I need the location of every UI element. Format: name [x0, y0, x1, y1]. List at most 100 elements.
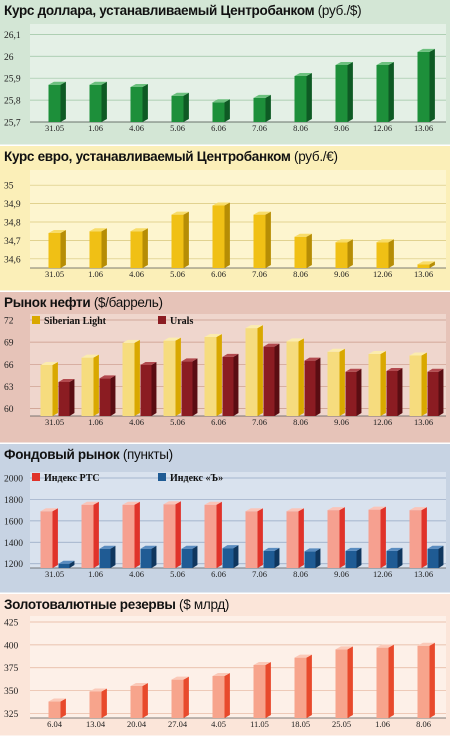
bar-series-1 — [163, 337, 181, 416]
y-tick-label: 34,6 — [4, 255, 21, 265]
bar-series-2 — [386, 547, 403, 568]
bar — [89, 81, 107, 122]
legend-swatch — [32, 473, 40, 481]
x-tick-label: 9.06 — [334, 269, 349, 279]
x-tick-label: 4.06 — [129, 269, 144, 279]
panel-eur-rate: 34,6 34,7 34,8 34,9 35 31.05 1.06 4.06 5.06 6.06 7… — [0, 146, 450, 292]
y-tick-label: 350 — [4, 687, 19, 697]
legend-swatch — [158, 473, 166, 481]
usd-chart: 25,7 25,8 25,9 26 26,1 31.05 1.06 4.06 5.06 6.06 7… — [0, 0, 450, 146]
bar-series-1 — [40, 362, 58, 416]
x-tick-label: 4.06 — [129, 569, 144, 579]
y-tick-label: 60 — [4, 405, 14, 415]
bar — [253, 94, 271, 122]
bar-series-1 — [122, 339, 140, 416]
stock-chart: 1200 1400 1600 1800 2000 31.05 1.06 4.06 5.06 6.0… — [0, 444, 450, 594]
bar — [89, 228, 107, 268]
x-tick-label: 6.06 — [211, 123, 226, 133]
y-tick-label: 25,9 — [4, 75, 21, 85]
y-tick-label: 375 — [4, 664, 19, 674]
x-tick-label: 13.06 — [414, 123, 433, 133]
y-tick-label: 35 — [4, 182, 14, 192]
eur-chart: 34,6 34,7 34,8 34,9 35 31.05 1.06 4.06 5.06 6.06 7… — [0, 146, 450, 292]
bar-series-2 — [181, 545, 198, 568]
bar-series-2 — [386, 367, 403, 416]
x-tick-label: 12.06 — [373, 123, 392, 133]
bar-series-2 — [345, 547, 362, 568]
bar-series-1 — [286, 508, 304, 568]
bar-series-2 — [304, 357, 321, 416]
x-tick-label: 5.06 — [170, 269, 185, 279]
bar-series-2 — [222, 353, 239, 416]
x-tick-label: 8.06 — [293, 123, 308, 133]
x-tick-label: 13.06 — [414, 269, 433, 279]
y-tick-label: 25,7 — [4, 119, 21, 129]
eur-title-text: Курс евро, устанавливаемый Центробанком — [4, 149, 291, 164]
bar-series-2 — [263, 547, 280, 568]
y-tick-label: 25,8 — [4, 97, 21, 107]
x-tick-label: 4.06 — [129, 417, 144, 427]
y-tick-label: 26 — [4, 53, 14, 63]
bar — [89, 688, 107, 718]
bar-series-1 — [327, 507, 345, 568]
x-tick-label: 8.06 — [293, 417, 308, 427]
y-tick-label: 400 — [4, 641, 19, 651]
legend-swatch — [158, 316, 166, 324]
bar — [417, 642, 435, 718]
x-tick-label: 7.06 — [252, 269, 267, 279]
x-tick-label: 5.06 — [170, 569, 185, 579]
x-tick-label: 5.06 — [170, 123, 185, 133]
x-tick-label: 31.05 — [45, 417, 64, 427]
bar-series-2 — [58, 379, 75, 416]
reserves-chart: 325 350 375 400 425 6.04 13.04 20.04 27.04 4.05 11… — [0, 594, 450, 737]
x-tick-label: 9.06 — [334, 569, 349, 579]
bar-series-2 — [345, 368, 362, 416]
x-tick-label: 1.06 — [88, 269, 103, 279]
bar-series-2 — [58, 560, 75, 568]
bar — [253, 661, 271, 718]
bar — [417, 48, 435, 122]
bar-series-1 — [40, 508, 58, 568]
bar — [48, 81, 66, 122]
x-tick-label: 12.06 — [373, 569, 392, 579]
x-tick-label: 6.06 — [211, 569, 226, 579]
bar — [294, 73, 312, 122]
y-tick-label: 1400 — [4, 539, 23, 549]
bar — [212, 202, 230, 268]
bar-series-2 — [181, 358, 198, 416]
bar — [294, 654, 312, 718]
y-tick-label: 63 — [4, 383, 14, 393]
y-tick-label: 1600 — [4, 517, 23, 527]
oil-title-text: Рынок нефти — [4, 295, 91, 310]
legend-swatch — [32, 316, 40, 324]
bar-series-1 — [327, 348, 345, 416]
reserves-title-unit: ($ млрд) — [179, 597, 230, 612]
bar-series-2 — [222, 545, 239, 568]
x-tick-label: 1.06 — [375, 719, 390, 729]
y-tick-label: 26,1 — [4, 31, 21, 41]
y-tick-label: 2000 — [4, 475, 23, 485]
bar — [376, 62, 394, 122]
stock-chart-title: Фондовый рынок (пункты) — [4, 447, 173, 462]
bar — [294, 233, 312, 268]
x-tick-label: 12.06 — [373, 269, 392, 279]
y-tick-label: 72 — [4, 317, 14, 327]
bar-series-1 — [163, 501, 181, 568]
y-tick-label: 69 — [4, 339, 14, 349]
bar — [130, 228, 148, 268]
bar-series-2 — [304, 548, 321, 568]
bar-series-2 — [99, 545, 116, 568]
bar — [212, 99, 230, 122]
bar — [171, 92, 189, 122]
bar-series-1 — [409, 507, 427, 568]
y-tick-label: 1200 — [4, 560, 23, 570]
legend-label: Индекс РТС — [44, 473, 100, 484]
y-tick-label: 425 — [4, 619, 19, 629]
bar-series-1 — [368, 350, 386, 416]
bar-series-2 — [140, 362, 157, 416]
bar — [335, 646, 353, 718]
x-tick-label: 27.04 — [168, 719, 188, 729]
x-tick-label: 13.06 — [414, 569, 433, 579]
x-tick-label: 4.06 — [129, 123, 144, 133]
y-tick-label: 66 — [4, 361, 14, 371]
